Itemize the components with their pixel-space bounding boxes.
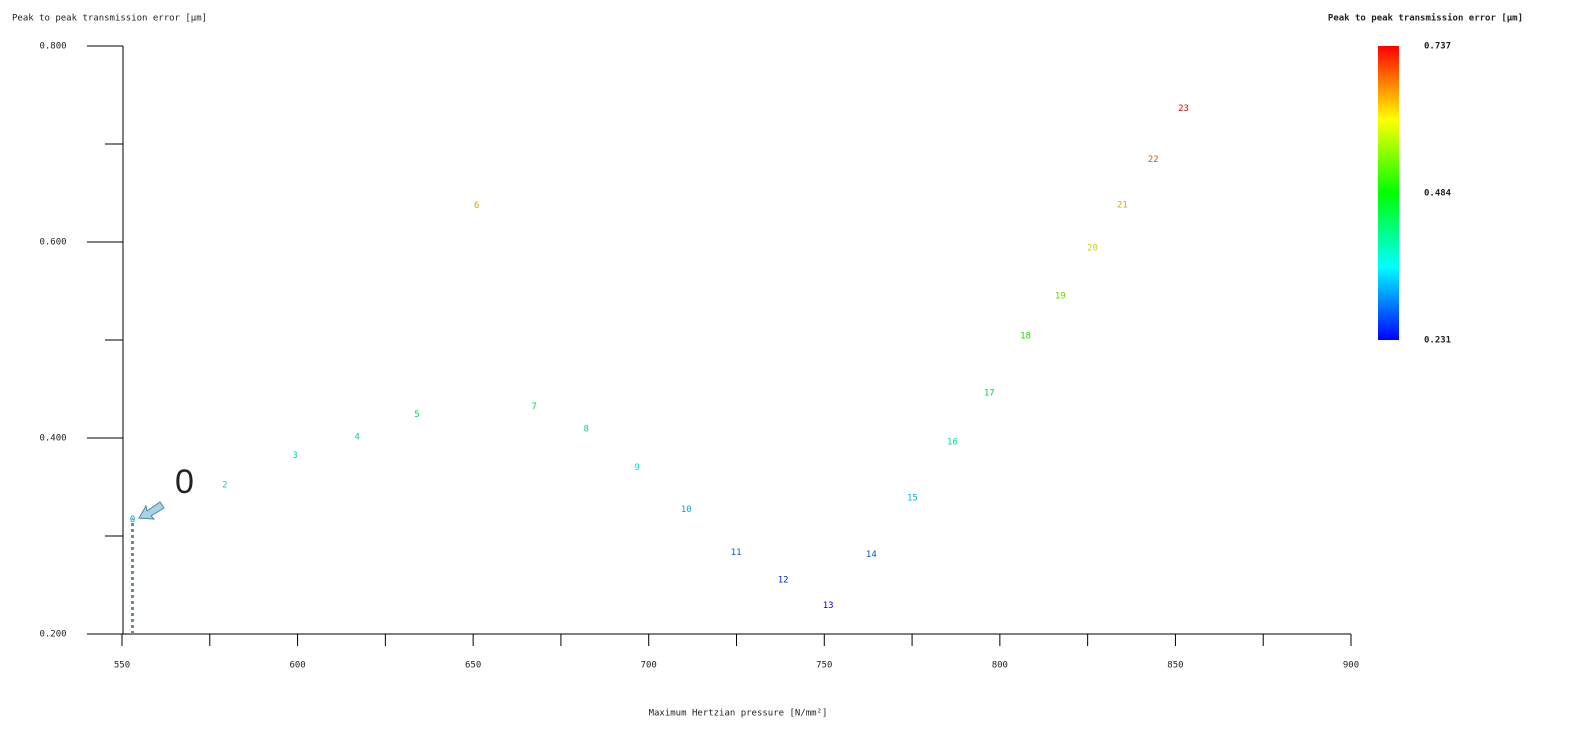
colorbar — [1378, 46, 1399, 340]
point-label: 15 — [907, 493, 918, 503]
point-label: 16 — [947, 437, 958, 447]
x-tick-label: 850 — [1167, 661, 1183, 671]
point-label: 19 — [1055, 291, 1066, 301]
x-tick-label: 600 — [289, 661, 305, 671]
y-tick-label: 0.400 — [39, 434, 66, 444]
point-label: 21 — [1117, 200, 1128, 210]
y-tick-label: 0.200 — [39, 630, 66, 640]
x-tick-label: 700 — [641, 661, 657, 671]
point-label: 23 — [1178, 104, 1189, 114]
colorbar-tick-label: 0.484 — [1424, 189, 1452, 199]
point-label: 12 — [778, 576, 789, 586]
point-label: 10 — [681, 505, 692, 515]
point-label: 3 — [292, 451, 297, 461]
colorbar-title: Peak to peak transmission error [μm] — [1328, 13, 1523, 24]
colorbar-tick-label: 0.231 — [1424, 336, 1451, 346]
x-axis-label: Maximum Hertzian pressure [N/mm²] — [649, 709, 828, 719]
point-label: 7 — [532, 402, 537, 412]
point-label: 11 — [731, 548, 742, 558]
point-label: 9 — [634, 463, 639, 473]
annotation-arrow — [138, 501, 165, 520]
point-label: 4 — [355, 433, 360, 443]
point-label: 20 — [1087, 243, 1098, 253]
point-label: 18 — [1020, 332, 1031, 342]
x-tick-label: 750 — [816, 661, 832, 671]
point-label: 13 — [823, 601, 834, 611]
point-label: 8 — [583, 425, 588, 435]
x-tick-label: 800 — [992, 661, 1008, 671]
x-tick-label: 550 — [114, 661, 130, 671]
point-label: 5 — [414, 410, 419, 420]
annotation: 0 — [175, 463, 194, 501]
point-label: 0 — [130, 515, 135, 525]
y-tick-label: 0.600 — [39, 238, 66, 248]
x-tick-label: 650 — [465, 661, 481, 671]
y-tick-label: 0.800 — [39, 42, 66, 52]
x-tick-label: 900 — [1343, 661, 1359, 671]
point-label: 22 — [1148, 155, 1159, 165]
colorbar-tick-label: 0.737 — [1424, 42, 1451, 52]
point-label: 6 — [474, 201, 479, 211]
y-axis-label: Peak to peak transmission error [μm] — [12, 14, 207, 24]
point-label: 17 — [984, 388, 995, 398]
point-label: 14 — [866, 550, 877, 560]
point-label: 2 — [222, 481, 227, 491]
